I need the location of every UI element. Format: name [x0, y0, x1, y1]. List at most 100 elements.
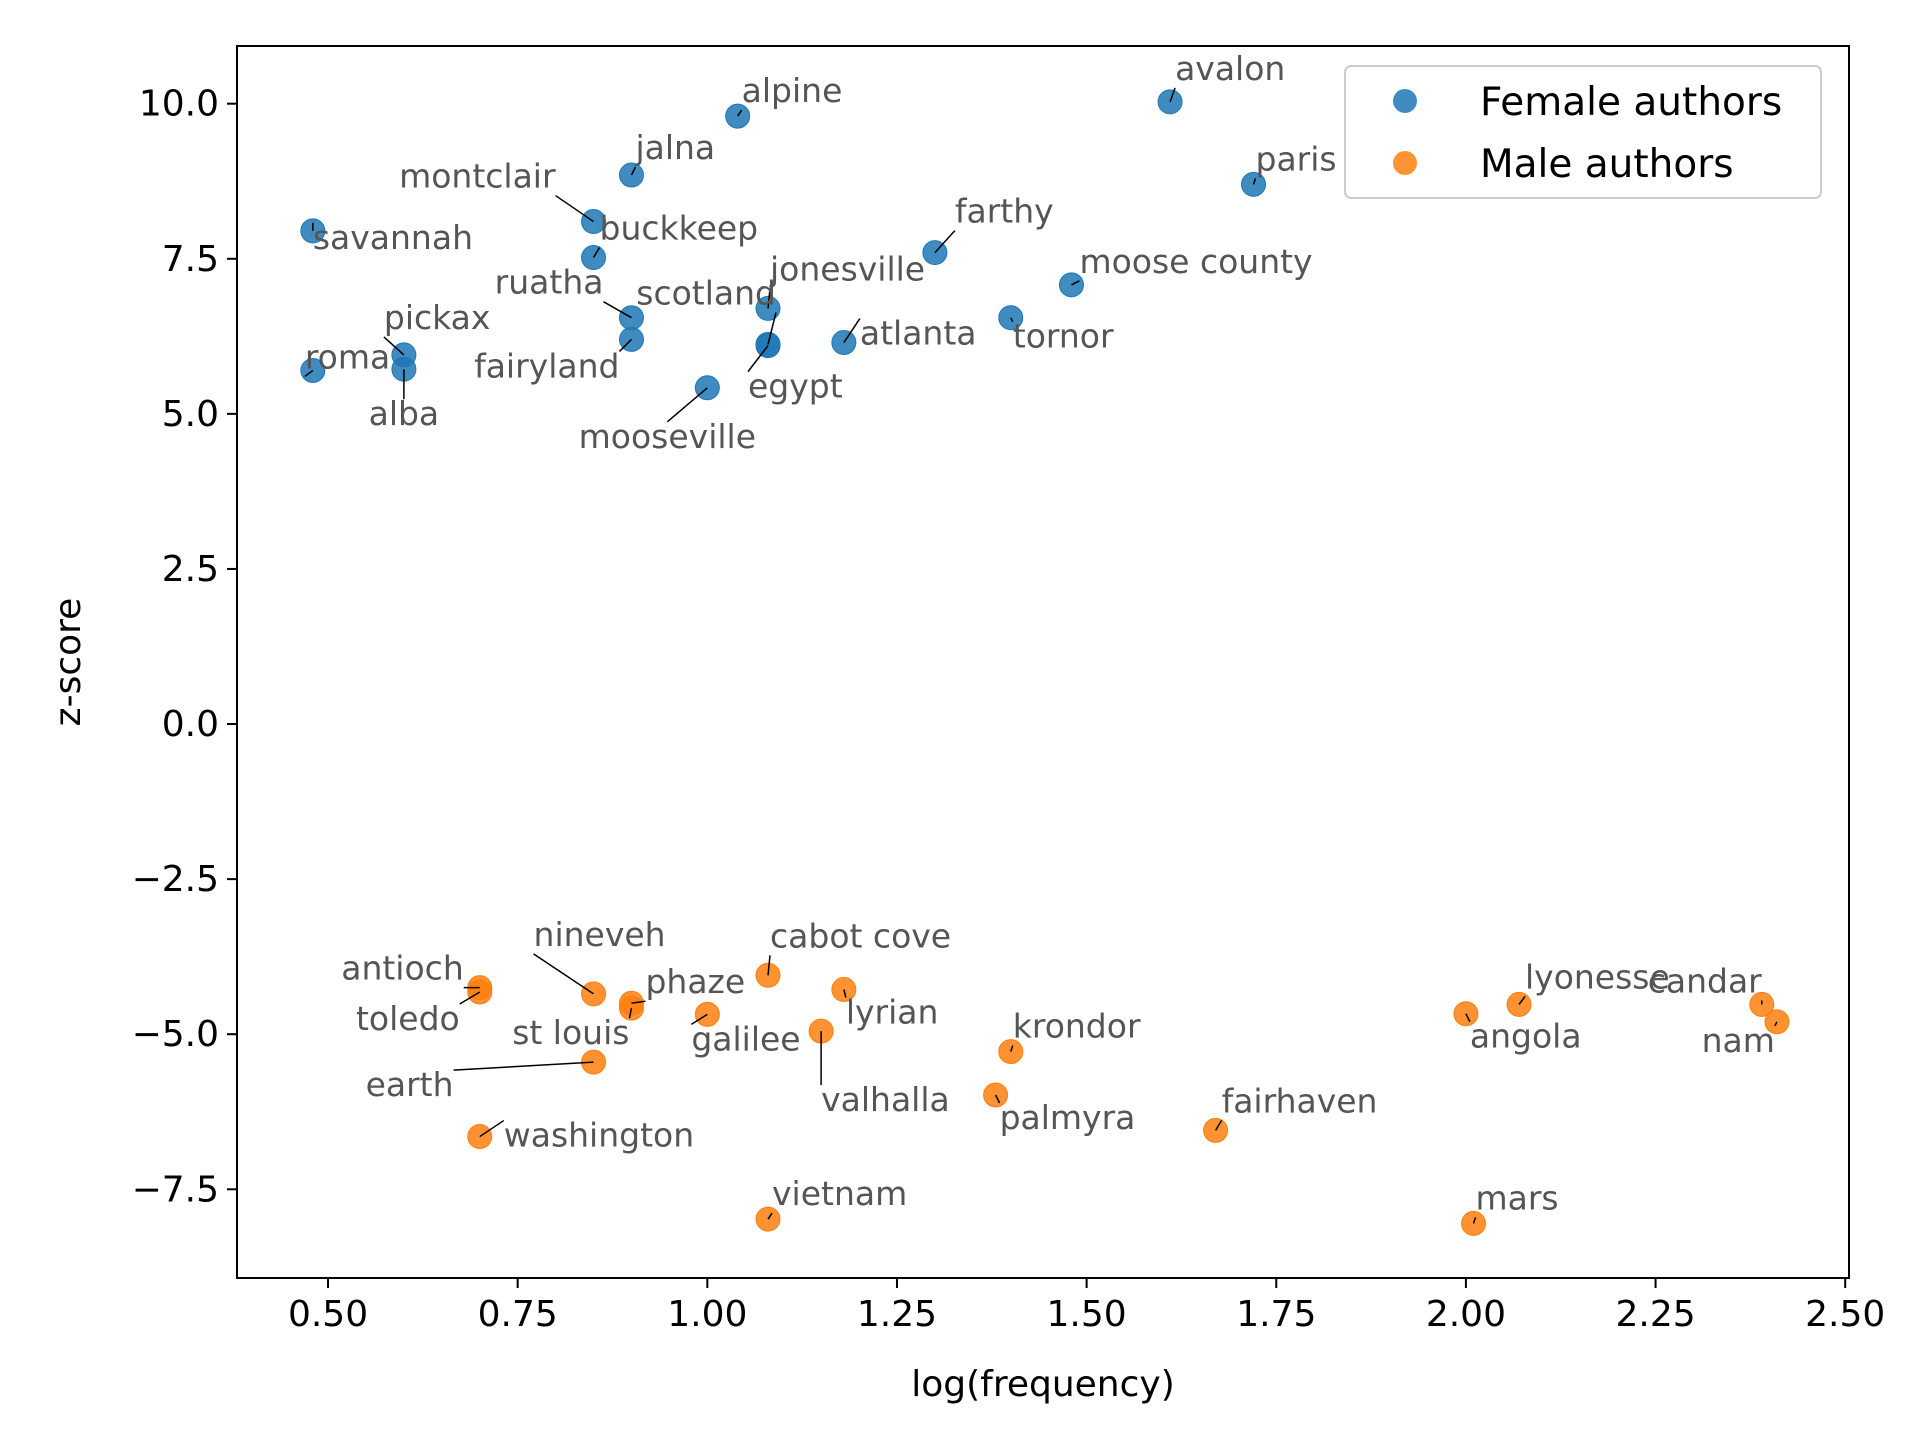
point-label: alpine [742, 71, 843, 110]
label-leader-line [767, 312, 777, 345]
x-axis-ticks: 0.50 0.75 1.00 1.25 1.50 1.75 2.00 2.25 2.50 [288, 1278, 1885, 1335]
point-label: savannah [313, 218, 473, 257]
legend-marker [1393, 151, 1417, 175]
point-label: paris [1256, 139, 1337, 178]
y-tick-label: 0.0 [162, 704, 219, 745]
label-leader-line [747, 345, 769, 373]
point-label: angola [1470, 1017, 1582, 1056]
point-label: st louis [512, 1013, 629, 1052]
x-tick-label: 1.75 [1236, 1294, 1316, 1335]
x-tick-label: 1.00 [667, 1294, 747, 1335]
x-tick-label: 1.25 [857, 1294, 937, 1335]
point-label: candar [1648, 961, 1762, 1000]
label-leader-line [383, 336, 405, 356]
plot-area-frame [236, 45, 1850, 1279]
y-tick-label: 2.5 [162, 549, 219, 590]
point-label: vietnam [772, 1174, 907, 1213]
point-label: atlanta [860, 314, 977, 353]
x-tick-label: 2.25 [1615, 1294, 1695, 1335]
legend-box [1344, 65, 1822, 199]
y-tick-label: 10.0 [139, 84, 219, 125]
point-label: mars [1475, 1178, 1558, 1217]
x-tick-label: 2.50 [1805, 1294, 1885, 1335]
label-leader-line [555, 194, 594, 223]
x-axis-label: log(frequency) [911, 1364, 1175, 1405]
point-label: earth [366, 1065, 454, 1104]
point-label: tornor [1013, 317, 1114, 356]
point-labels: avalon alpine jalna paris montclair savannah f… [304, 49, 1778, 1224]
point-label: fairyland [474, 346, 619, 385]
point-label: mooseville [579, 417, 756, 456]
y-tick-label: −2.5 [132, 859, 219, 900]
legend: Female authors Male authors [1344, 65, 1822, 199]
label-leader-line [767, 288, 771, 309]
label-leader-line [459, 991, 481, 1005]
point-label: toledo [356, 999, 460, 1038]
point-label: antioch [341, 949, 464, 988]
label-leader-line [1472, 1217, 1477, 1224]
point-label: nineveh [534, 915, 666, 954]
legend-entry-label: Female authors [1480, 80, 1782, 125]
point-label: buckkeep [600, 209, 759, 248]
point-label: galilee [691, 1019, 800, 1058]
point-label: krondor [1013, 1007, 1141, 1046]
label-leader-line [630, 166, 637, 176]
x-tick-label: 1.50 [1047, 1294, 1127, 1335]
point-label: ruatha [495, 263, 604, 302]
point-label: washington [504, 1116, 694, 1155]
point-label: phaze [645, 962, 745, 1001]
label-leader-line [479, 1119, 505, 1138]
point-label: alba [369, 394, 440, 433]
point-label: lyrian [846, 993, 939, 1032]
label-leader-line [1465, 1013, 1471, 1023]
y-tick-label: −7.5 [132, 1169, 219, 1210]
point-label: jonesville [769, 249, 925, 288]
y-axis-label: z-score [48, 598, 89, 727]
label-leader-line [767, 1212, 773, 1220]
point-label: jalna [634, 128, 715, 167]
point-label: pickax [384, 298, 491, 337]
label-leader-line [666, 387, 708, 423]
label-leader-line [1252, 178, 1257, 185]
label-leader-line [737, 109, 743, 117]
label-leader-line [934, 230, 956, 254]
point-label: moose county [1079, 242, 1312, 281]
y-tick-label: 5.0 [162, 394, 219, 435]
point-label: scotland [636, 273, 776, 312]
label-leader-line [533, 953, 594, 995]
label-leader-line [592, 247, 601, 258]
legend-entry-label: Male authors [1480, 142, 1734, 187]
label-leader-line [631, 1000, 646, 1004]
label-leader-line [1774, 1021, 1778, 1027]
label-leader-line [603, 301, 632, 319]
point-label: montclair [399, 157, 556, 196]
point-label: roma [305, 337, 390, 376]
point-label: cabot cove [770, 916, 951, 955]
x-tick-label: 0.50 [288, 1294, 368, 1335]
label-leader-line [628, 1008, 633, 1019]
point-label: egypt [748, 367, 843, 406]
y-axis-ticks: −7.5 −5.0 −2.5 0.0 2.5 5.0 7.5 10.0 [132, 84, 237, 1210]
label-leader-line [994, 1094, 1001, 1104]
x-tick-label: 0.75 [478, 1294, 558, 1335]
label-leader-line [767, 955, 771, 976]
point-label: lyonesse [1525, 957, 1670, 996]
label-leader-line [453, 1061, 594, 1071]
label-leader-line [1010, 1045, 1014, 1052]
label-leader-line [1214, 1119, 1223, 1131]
point-label: nam [1702, 1021, 1775, 1060]
legend-marker [1393, 89, 1417, 113]
label-leader-line [1518, 995, 1526, 1005]
y-tick-label: −5.0 [132, 1014, 219, 1055]
x-tick-label: 2.00 [1426, 1294, 1506, 1335]
label-leader-line [304, 369, 314, 378]
point-label: palmyra [1000, 1098, 1136, 1137]
y-tick-label: 7.5 [162, 239, 219, 280]
label-leader-line [1071, 280, 1080, 286]
label-leader-line [1010, 317, 1014, 323]
label-leader-line [618, 338, 632, 352]
point-label: avalon [1175, 49, 1285, 88]
point-label: valhalla [821, 1080, 950, 1119]
label-leader-line [843, 318, 861, 343]
